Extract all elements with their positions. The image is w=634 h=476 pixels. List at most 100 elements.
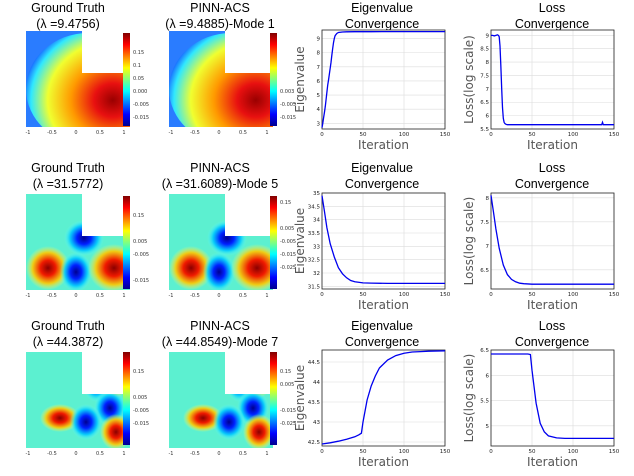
x-tick-label: 50 <box>529 292 536 298</box>
heatmap-x-tick-label: -1 <box>169 451 174 457</box>
colorbar-tick-label: -0.015 <box>280 252 296 258</box>
heatmap-x-tick-label: 1 <box>265 293 268 299</box>
eig-title-mode-5: Eigenvalue Convergence <box>344 161 420 191</box>
heatmap-x-tick-label: 1 <box>265 130 268 136</box>
colorbar-tick-label: -0.015 <box>133 421 149 427</box>
y-tick-label: 4 <box>317 107 321 113</box>
plot-frame <box>490 192 615 290</box>
y-axis-label: Loss(log scale) <box>462 197 476 286</box>
loss-title-mode-1: Loss Convergence <box>514 1 590 31</box>
y-tick-label: 8.5 <box>480 47 489 53</box>
x-tick-label: 100 <box>568 292 579 298</box>
x-axis-label: Iteration <box>358 298 409 312</box>
y-tick-label: 7 <box>486 87 490 93</box>
y-tick-label: 6 <box>486 114 490 120</box>
heatmap-x-tick-label: 0 <box>74 130 77 136</box>
x-tick-label: 0 <box>489 449 493 455</box>
y-tick-label: 5.5 <box>480 127 489 133</box>
heatmap-x-tick-label: 1 <box>265 451 268 457</box>
x-tick-label: 150 <box>609 449 620 455</box>
colorbar-tick-label: -0.025 <box>280 265 296 271</box>
plot-eigenvalue-mode-5: 0 50 100 150 31.5 32 32.5 33 33.5 34 34.5 35 Iterati… <box>293 191 451 312</box>
colorbar-pinn-mode-1 <box>270 33 277 126</box>
y-tick-label: 33 <box>313 244 320 250</box>
colorbar-tick-label: -0.005 <box>133 408 149 414</box>
pinn-title-mode-7: PINN-ACS (λ =44.8549)-Mode 7 <box>161 319 279 349</box>
y-tick-label: 43.5 <box>308 400 321 406</box>
colorbar-tick-label: 0.005 <box>133 395 147 401</box>
x-tick-label: 100 <box>568 132 579 138</box>
plot-eigenvalue-mode-1: 0 50 100 150 3 4 5 6 7 8 9 Iteration Eigenvalue <box>293 29 451 152</box>
colorbar-tick-label: 0.005 <box>280 382 294 388</box>
x-tick-label: 100 <box>399 449 410 455</box>
heatmap-x-tick-label: -0.5 <box>47 293 57 299</box>
series-line <box>491 34 614 126</box>
x-tick-label: 100 <box>568 449 579 455</box>
heatmap-x-tick-label: -0.5 <box>190 293 200 299</box>
plot-frame <box>321 349 446 447</box>
x-tick-label: 150 <box>440 132 451 138</box>
loss-title-mode-5: Loss Convergence <box>514 161 590 191</box>
y-axis-label: Loss(log scale) <box>462 35 476 124</box>
heatmap-x-tick-label: -0.5 <box>190 451 200 457</box>
heatmap-x-tick-label: -0.5 <box>47 130 57 136</box>
x-tick-label: 0 <box>320 292 324 298</box>
y-tick-label: 33.5 <box>308 231 321 237</box>
colorbar-tick-label: 0.15 <box>280 200 291 206</box>
colorbar-tick-label: -0.005 <box>133 252 149 258</box>
colorbar-tick-label: 0.15 <box>280 369 291 375</box>
heatmap-x-tick-label: 0.5 <box>96 130 104 136</box>
plot-area <box>322 30 445 129</box>
colorbar-tick-label: -0.005 <box>133 102 149 108</box>
y-tick-label: 7.5 <box>480 220 489 226</box>
heatmap-x-tick-label: 0 <box>217 130 220 136</box>
colorbar-tick-label: 0.05 <box>133 76 144 82</box>
x-tick-label: 50 <box>360 292 367 298</box>
heatmap-x-tick-label: 1 <box>122 451 125 457</box>
y-tick-label: 6 <box>486 373 490 379</box>
y-tick-label: 6.5 <box>480 268 489 274</box>
plot-area <box>322 193 445 289</box>
heatmap-x-tick-label: -1 <box>26 293 31 299</box>
y-tick-label: 5 <box>317 93 321 99</box>
colorbar-gt-mode-5 <box>123 196 130 289</box>
colorbar-tick-label: -0.005 <box>280 102 296 108</box>
heatmap-x-tick-label: -1 <box>169 293 174 299</box>
colorbar-tick-label: -0.015 <box>133 278 149 284</box>
colorbar-tick-label: 0.000 <box>133 89 147 95</box>
y-tick-label: 7.5 <box>480 73 489 79</box>
heatmap-x-tick-label: 1 <box>122 130 125 136</box>
y-tick-label: 35 <box>313 191 320 197</box>
series-line <box>491 353 614 440</box>
pinn-title-mode-1: PINN-ACS (λ =9.4885)-Mode 1 <box>165 1 275 31</box>
y-tick-label: 34.5 <box>308 204 321 210</box>
colorbar-tick-label: 0.005 <box>280 226 294 232</box>
heatmap-x-tick-label: 1 <box>122 293 125 299</box>
eig-title-mode-7: Eigenvalue Convergence <box>344 319 420 349</box>
x-tick-label: 0 <box>489 132 493 138</box>
colorbar-tick-label: 0.003 <box>280 89 294 95</box>
series-line <box>490 195 614 285</box>
x-tick-label: 150 <box>609 132 620 138</box>
heatmap-x-tick-label: 0 <box>217 293 220 299</box>
y-axis-label: Eigenvalue <box>293 46 307 112</box>
heatmap-x-tick-label: 0.5 <box>239 451 247 457</box>
x-axis-label: Iteration <box>358 455 409 469</box>
x-tick-label: 50 <box>360 132 367 138</box>
plot-frame <box>321 192 446 290</box>
x-tick-label: 50 <box>360 449 367 455</box>
x-tick-label: 100 <box>399 292 410 298</box>
y-tick-label: 9 <box>486 33 490 39</box>
y-tick-label: 6 <box>317 79 321 85</box>
heatmap-x-tick-label: 0.5 <box>239 293 247 299</box>
colorbar-tick-label: 0.15 <box>133 50 144 56</box>
y-tick-label: 32.5 <box>308 258 321 264</box>
x-tick-label: 150 <box>440 292 451 298</box>
colorbar-pinn-mode-7 <box>270 352 277 445</box>
y-tick-label: 44 <box>313 380 320 386</box>
y-tick-label: 32 <box>313 271 320 277</box>
plot-loss-mode-7: 0 50 100 150 5 5.5 6 6.5 Iteration Loss(log scale… <box>462 348 620 469</box>
plot-loss-mode-5: 0 50 100 150 6.5 7 7.5 8 Iteration Loss(log scale… <box>462 192 620 312</box>
heatmap-x-tick-label: 0.5 <box>96 451 104 457</box>
